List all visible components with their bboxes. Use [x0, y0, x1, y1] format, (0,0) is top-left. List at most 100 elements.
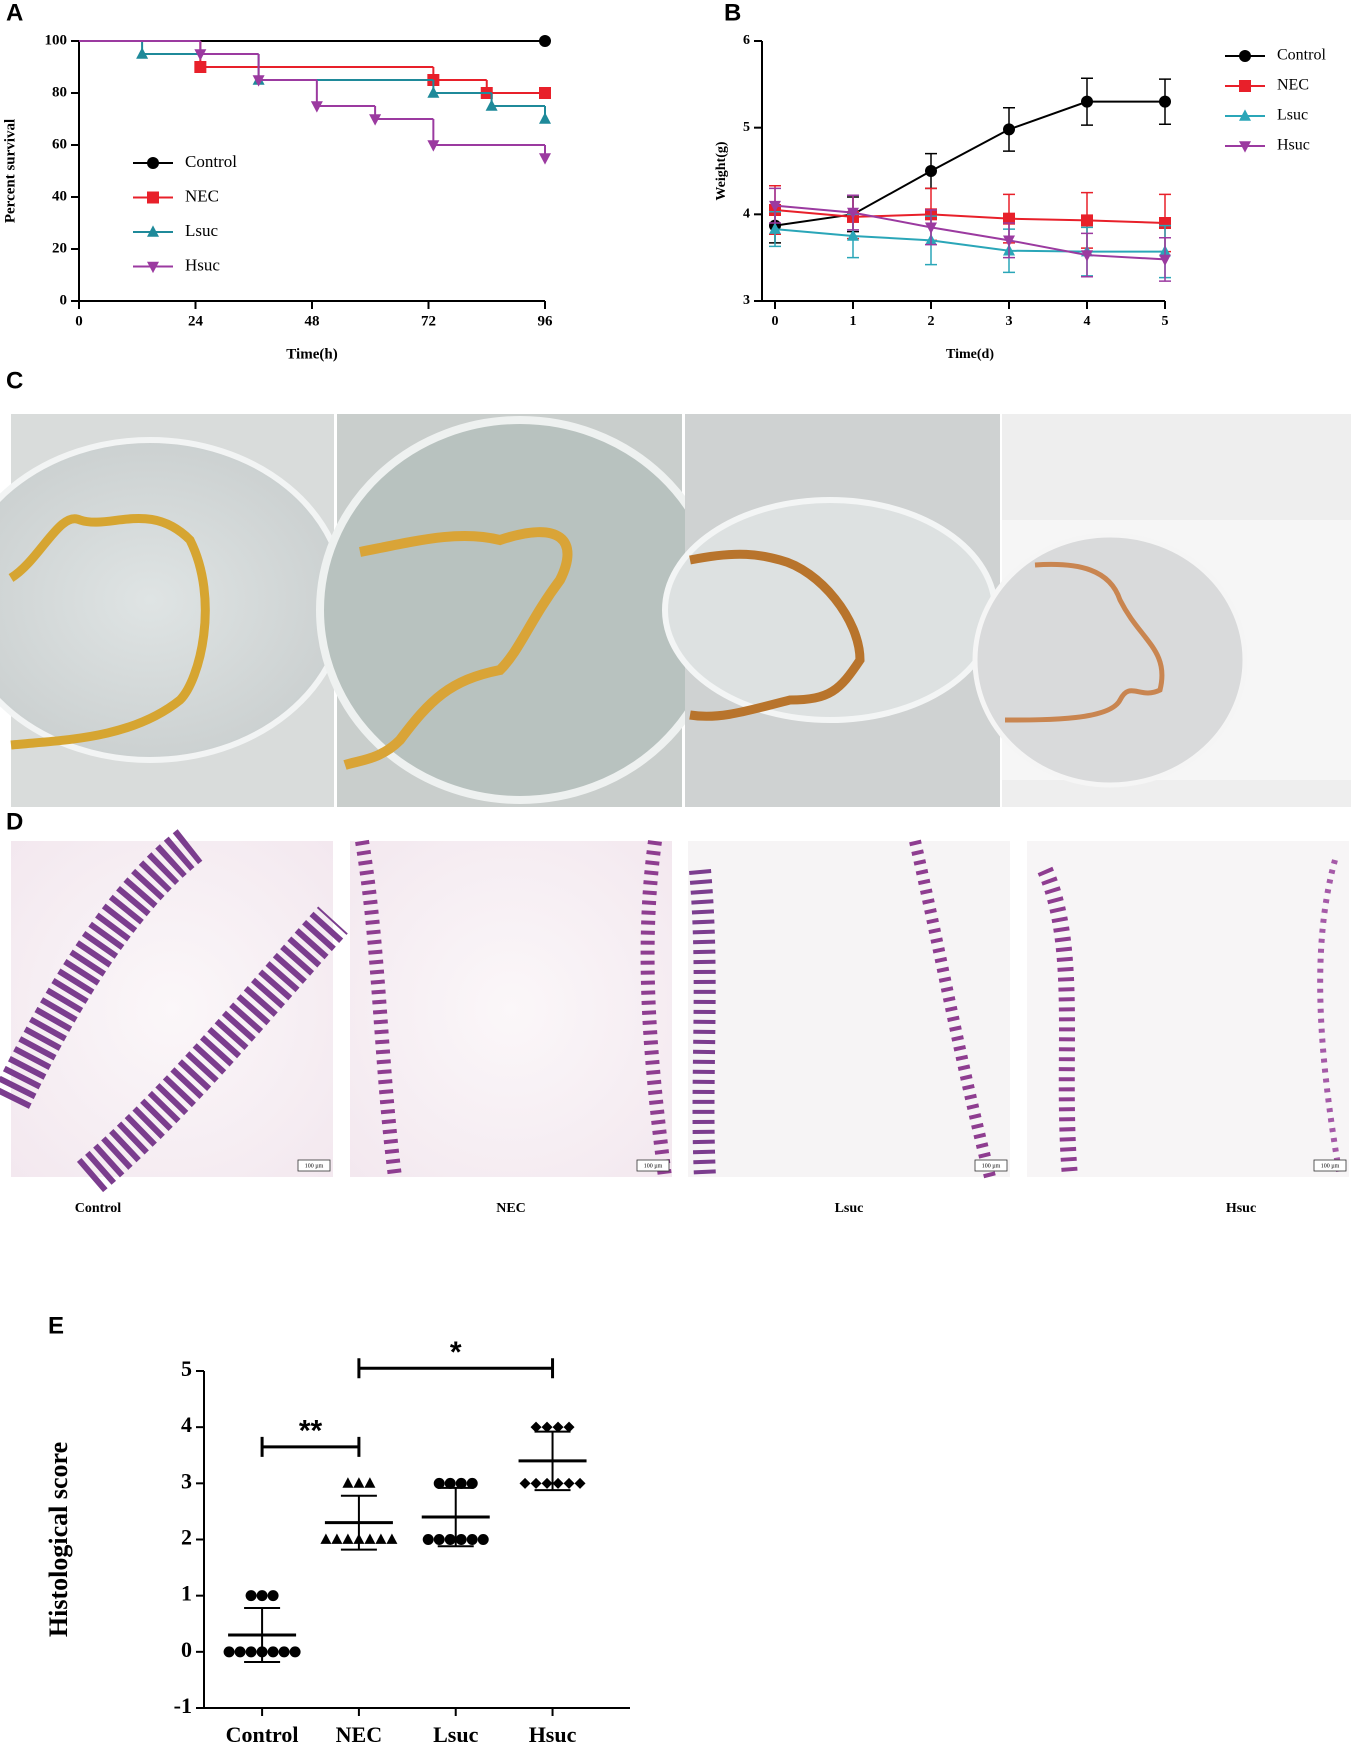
marker [194, 61, 207, 73]
marker [1081, 95, 1093, 108]
panel-label: A [6, 0, 23, 26]
marker [552, 1477, 564, 1489]
marker [541, 1477, 553, 1489]
marker [364, 1477, 376, 1488]
legend-marker [147, 157, 159, 169]
significance-bracket [357, 1358, 555, 1379]
marker [278, 1646, 290, 1658]
marker [1003, 212, 1015, 225]
sd-bar [534, 1430, 571, 1492]
marker [539, 87, 551, 99]
x-tick-label: 4 [1084, 314, 1091, 329]
y-tick-label: 6 [743, 33, 750, 48]
marker [769, 222, 781, 234]
marker [563, 1421, 575, 1433]
marker [539, 112, 551, 124]
histology-image: 100 µm [1027, 841, 1349, 1178]
x-axis-label: Time(h) [286, 346, 337, 362]
marker [234, 1646, 246, 1658]
x-tick-label: Control [226, 1722, 299, 1747]
marker [485, 99, 498, 111]
y-tick-label: 1 [181, 1581, 192, 1606]
histology-label: Hsuc [1226, 1201, 1256, 1216]
marker [386, 1533, 398, 1544]
marker [245, 1590, 257, 1602]
marker [267, 1590, 279, 1602]
panel-label: C [6, 367, 23, 394]
marker [1081, 214, 1093, 227]
marker [455, 1534, 467, 1545]
histology-image: 100 µm [350, 839, 672, 1178]
y-axis-label: Histological score [44, 1442, 73, 1637]
legend-marker [1239, 141, 1251, 153]
x-tick-label: 2 [928, 314, 935, 329]
legend-label: Control [185, 152, 237, 171]
significance-bracket [260, 1436, 361, 1457]
y-tick-label: 0 [181, 1637, 192, 1662]
x-tick-label: 0 [772, 314, 779, 329]
marker [574, 1477, 586, 1489]
y-tick-label: 3 [181, 1468, 192, 1493]
y-tick-label: 80 [52, 84, 67, 100]
marker [342, 1533, 354, 1544]
y-tick-label: 4 [181, 1412, 192, 1437]
y-tick-label: 40 [52, 188, 67, 204]
scale-bar: 100 µm [305, 1163, 324, 1169]
scale-bar: 100 µm [644, 1163, 663, 1169]
marker [1081, 250, 1093, 262]
marker [245, 1646, 257, 1658]
significance-label: * [450, 1336, 462, 1369]
legend-label: Lsuc [1277, 107, 1308, 124]
marker [267, 1646, 279, 1658]
marker [427, 86, 440, 98]
marker [444, 1477, 456, 1489]
x-axis-label: Time(d) [946, 347, 994, 362]
legend-label: Lsuc [185, 221, 219, 240]
marker [427, 140, 440, 152]
x-tick-label: 5 [1162, 314, 1169, 329]
x-tick-label: 96 [538, 313, 554, 329]
histology-image: 100 µm [688, 839, 1010, 1179]
legend-label: NEC [185, 186, 219, 205]
marker [369, 114, 382, 126]
x-tick-label: Hsuc [529, 1722, 577, 1747]
marker [1003, 235, 1015, 247]
marker [552, 1421, 564, 1433]
marker [194, 49, 207, 61]
legend-marker [147, 261, 159, 274]
marker [530, 1421, 542, 1433]
marker [342, 1477, 354, 1488]
marker [256, 1590, 268, 1602]
photo [972, 414, 1351, 807]
marker [477, 1534, 489, 1545]
y-axis-label: Percent survival [2, 119, 18, 223]
photo-row [0, 414, 1351, 807]
y-tick-label: 20 [52, 240, 67, 256]
marker [252, 75, 265, 87]
histology-row: 100 µm 100 µm 100 µm 100 µm [0, 829, 1349, 1193]
marker [847, 207, 859, 220]
marker [433, 1477, 445, 1489]
panel-label: B [724, 0, 741, 26]
marker [223, 1646, 235, 1658]
y-axis-label: Weight(g) [714, 141, 729, 200]
histology-image: 100 µm [0, 829, 348, 1193]
marker [289, 1646, 301, 1658]
legend-label: Hsuc [185, 255, 220, 274]
histology-label: NEC [496, 1201, 526, 1216]
marker [530, 1477, 542, 1489]
y-tick-label: 5 [743, 120, 750, 135]
marker [1159, 254, 1171, 266]
significance-label: ** [299, 1415, 323, 1448]
legend-label: Hsuc [1277, 137, 1310, 154]
scale-bar: 100 µm [1321, 1163, 1340, 1169]
y-tick-label: 5 [181, 1356, 192, 1381]
marker [925, 165, 937, 177]
sd-bar [244, 1607, 281, 1663]
marker [455, 1477, 467, 1489]
marker [310, 101, 323, 113]
legend-marker [1239, 50, 1251, 62]
marker [444, 1534, 456, 1545]
series-line [774, 204, 1166, 261]
